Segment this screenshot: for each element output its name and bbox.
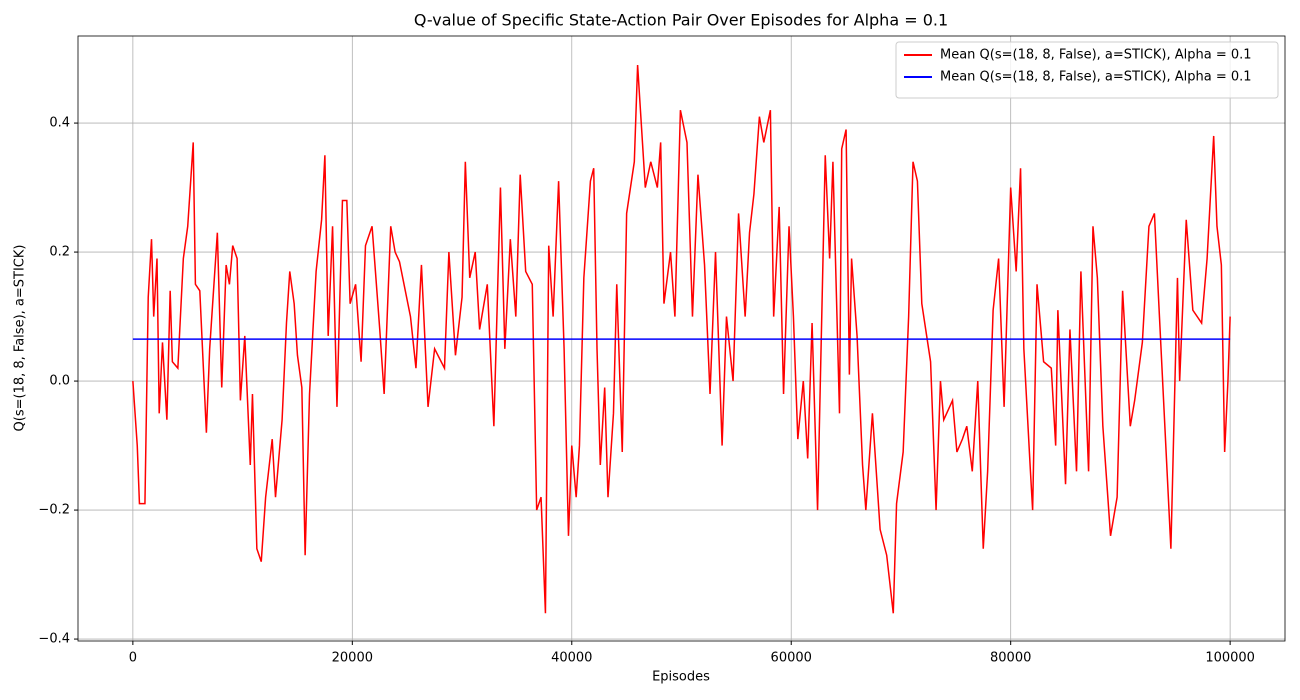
legend-label: Mean Q(s=(18, 8, False), a=STICK), Alpha… bbox=[940, 48, 1252, 63]
x-tick-label: 100000 bbox=[1205, 651, 1255, 666]
y-axis-label: Q(s=(18, 8, False), a=STICK) bbox=[13, 245, 28, 432]
legend-label: Mean Q(s=(18, 8, False), a=STICK), Alpha… bbox=[940, 70, 1252, 85]
x-axis-label: Episodes bbox=[652, 670, 710, 685]
plot-frame bbox=[77, 35, 1286, 642]
y-tick-label: −0.2 bbox=[38, 503, 70, 518]
x-tick-label: 80000 bbox=[990, 651, 1031, 666]
data-line bbox=[132, 64, 1231, 614]
chart-title: Q-value of Specific State-Action Pair Ov… bbox=[414, 11, 948, 30]
x-tick-label: 40000 bbox=[551, 651, 592, 666]
y-tick-label: 0.2 bbox=[49, 245, 70, 260]
y-tick-label: 0.4 bbox=[49, 116, 70, 131]
legend-box bbox=[895, 41, 1279, 99]
x-tick-label: 0 bbox=[129, 651, 137, 666]
x-tick-label: 20000 bbox=[332, 651, 373, 666]
x-tick-label: 60000 bbox=[771, 651, 812, 666]
legend: Mean Q(s=(18, 8, False), a=STICK), Alpha… bbox=[895, 41, 1279, 99]
y-tick-label: 0.0 bbox=[49, 374, 70, 389]
y-tick-label: −0.4 bbox=[38, 632, 70, 647]
